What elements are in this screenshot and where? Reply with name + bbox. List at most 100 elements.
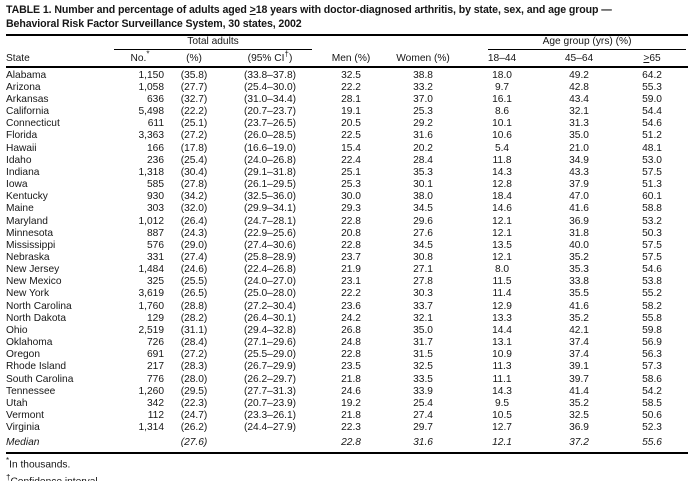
cell-ci: (23.7–26.5)	[243, 118, 297, 130]
table-row: Vermont 112 (24.7) (23.3–26.1) 21.8 27.4 10.5 3…	[6, 410, 688, 422]
cell-ci: (25.5–29.0)	[243, 349, 297, 361]
cell-no: 325	[147, 276, 164, 288]
cell-no: 887	[147, 227, 164, 239]
cell-a45: 37.9	[569, 179, 589, 191]
cell-women: 30.1	[413, 179, 433, 191]
cell-no: 611	[147, 118, 164, 130]
cell-a18: 18.4	[492, 191, 512, 203]
cell-a18: 12.7	[492, 422, 512, 434]
cell-a18: 12.1	[492, 252, 512, 263]
cell-a18: 11.1	[492, 373, 512, 385]
cell-ci: (27.7–31.3)	[243, 385, 297, 397]
cell-men: 22.4	[341, 154, 361, 166]
cell-a18: 14.4	[492, 324, 512, 336]
cell-a18: 13.1	[492, 337, 512, 349]
table-row: Minnesota 887 (24.3) (22.9–25.6) 20.8 27.6 12.…	[6, 228, 688, 240]
table-row: Maine 303 (32.0) (29.9–34.1) 29.3 34.5 14.6 41.…	[6, 203, 688, 215]
cell-no: 303	[147, 203, 164, 215]
cell-men: 22.5	[341, 130, 361, 142]
cell-state: Alabama	[6, 69, 47, 81]
cell-a18: 12.9	[492, 300, 512, 312]
cell-a45: 21.0	[569, 142, 589, 154]
cell-women: 28.4	[413, 154, 433, 166]
cell-a18: 13.5	[492, 239, 512, 251]
cell-a65: 56.3	[642, 349, 662, 361]
cell-state: Maine	[6, 203, 34, 215]
cell-ci: (20.7–23.7)	[243, 106, 297, 118]
cell-women: 29.7	[413, 422, 433, 434]
cell-a45: 35.5	[569, 288, 589, 300]
cell-women: 27.1	[413, 264, 433, 276]
cell-state: Mississippi	[6, 239, 56, 251]
cell-women: 30.8	[413, 252, 433, 263]
asterisk-marker: *	[146, 49, 150, 59]
column-header-women: Women (%)	[384, 49, 463, 68]
cell-a45: 43.4	[569, 93, 589, 105]
cell-pct: (26.5)	[180, 288, 208, 300]
cell-a65: 51.2	[642, 130, 662, 142]
cell-state: New Mexico	[6, 276, 62, 288]
cell-a45: 41.6	[569, 203, 589, 215]
cell-ci: (29.1–31.8)	[243, 166, 297, 178]
cell-ci: (26.7–29.9)	[243, 361, 297, 373]
cell-no: 585	[147, 179, 164, 191]
cell-a65: 54.6	[642, 118, 662, 130]
cell-women: 31.7	[413, 337, 433, 349]
dagger-marker: †	[6, 473, 11, 481]
cell-women: 33.2	[413, 81, 433, 93]
table-row: Nebraska 331 (27.4) (25.8–28.9) 23.7 30.8 12.1…	[6, 252, 688, 264]
cell-pct: (34.2)	[180, 191, 208, 203]
title-line1-post: 18 years with doctor-diagnosed arthritis…	[255, 4, 612, 16]
cell-a45: 31.8	[569, 227, 589, 239]
cell-state: Indiana	[6, 166, 40, 178]
cell-pct: (29.0)	[180, 239, 208, 251]
table-row: Idaho 236 (25.4) (24.0–26.8) 22.4 28.4 11.8 34.…	[6, 155, 688, 167]
cell-a65: 53.0	[642, 154, 662, 166]
cell-ci: (31.0–34.4)	[243, 93, 297, 105]
cell-women: 25.3	[413, 106, 433, 118]
cell-a45: 37.4	[569, 349, 589, 361]
cell-a45: 34.9	[569, 154, 589, 166]
cell-women: 27.8	[413, 276, 433, 288]
cell-a65: 50.6	[642, 410, 662, 422]
cell-ci: (24.0–26.8)	[243, 154, 297, 166]
cell-a65: 59.0	[642, 93, 662, 105]
cell-state: Arizona	[6, 81, 41, 93]
cell-a65: 55.2	[642, 288, 662, 300]
cell-ci: (24.4–27.9)	[243, 422, 297, 434]
table-row: Mississippi 576 (29.0) (27.4–30.6) 22.8 34.5 1…	[6, 240, 688, 252]
column-header-age-45-64: 45–64	[542, 49, 617, 68]
title-line2: Behavioral Risk Factor Surveillance Syst…	[6, 17, 302, 30]
cell-a65: 54.2	[642, 385, 662, 397]
cell-a65: 54.4	[642, 106, 662, 118]
cell-a18: 12.1	[492, 227, 512, 239]
cell-state: Kentucky	[6, 191, 48, 203]
cell-no: 691	[147, 349, 164, 361]
cell-a45: 33.8	[569, 276, 589, 288]
cell-pct: (22.3)	[180, 397, 208, 409]
cell-pct: (27.2)	[180, 130, 208, 142]
cell-a65: 56.9	[642, 337, 662, 349]
cell-pct: (32.0)	[180, 203, 208, 215]
cell-pct: (22.2)	[180, 106, 208, 118]
table-row: California 5,498 (22.2) (20.7–23.7) 19.1 25.3…	[6, 106, 688, 118]
cell-no: 636	[147, 93, 164, 105]
cell-a45: 31.3	[569, 118, 589, 130]
cell-ci: (16.6–19.0)	[243, 142, 297, 154]
cell-men: 21.8	[341, 373, 361, 385]
table-row: North Carolina 1,760 (28.8) (27.2–30.4) 23.6…	[6, 301, 688, 313]
cell-ci: (24.7–28.1)	[243, 215, 297, 227]
cell-a45: 41.6	[569, 300, 589, 312]
column-header-row: State No.* (%) (95% CI†) Men (%) Women (…	[6, 49, 689, 68]
group-header-age-group: Age group (yrs) (%)	[462, 36, 688, 50]
cell-ci: (22.9–25.6)	[243, 227, 297, 239]
group-header-total-adults: Total adults	[114, 36, 318, 50]
cell-state: Vermont	[6, 410, 44, 422]
cell-pct: (28.3)	[180, 361, 208, 373]
cell-state: Oregon	[6, 349, 40, 361]
table-row: Ohio 2,519 (31.1) (29.4–32.8) 26.8 35.0 14.4 42…	[6, 325, 688, 337]
cell-pct: (28.2)	[180, 312, 208, 324]
table-row: New Jersey 1,484 (24.6) (22.4–26.8) 21.9 27.1…	[6, 264, 688, 276]
cell-ci: (25.4–30.0)	[243, 81, 297, 93]
cell-state: Connecticut	[6, 118, 60, 130]
